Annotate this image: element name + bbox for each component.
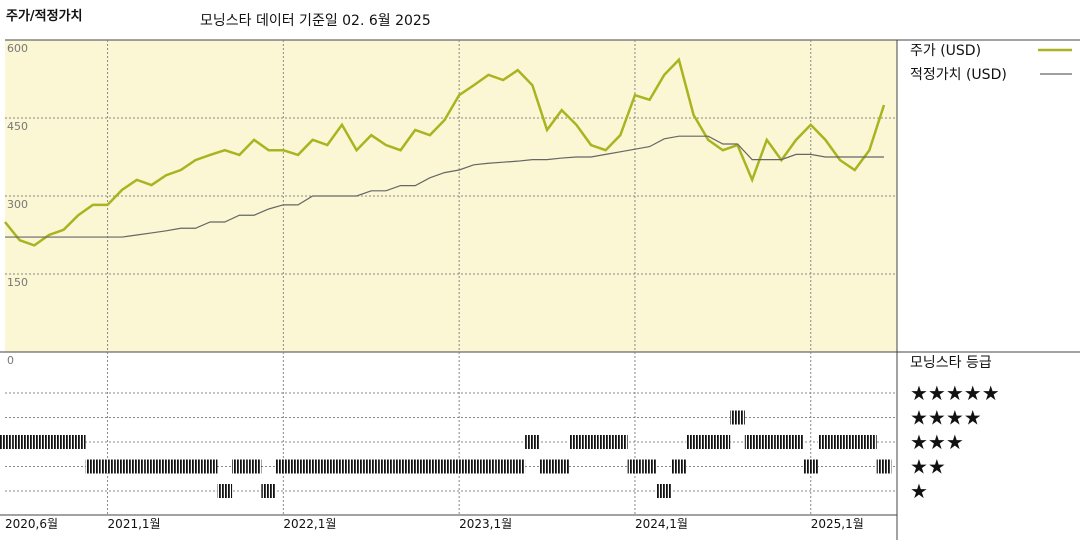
rating-bar [70,435,86,449]
rating-bar [525,435,540,449]
rating-bar [671,459,687,474]
rating-bar [730,410,745,425]
x-tick-label: 2020,6월 [5,517,58,531]
rating-bar [114,459,130,474]
y-tick-label: 150 [7,276,28,289]
rating-bar [583,435,599,449]
rating-bar [0,435,13,449]
rating-bar [642,459,657,474]
y-tick-label: 0 [7,354,14,367]
rating-bar [129,459,145,474]
rating-bar [246,459,262,474]
rating-bar [510,459,526,474]
rating-bar [803,459,819,474]
x-tick-label: 2022,1월 [283,517,336,531]
rating-bar [832,435,848,449]
rating-bar [393,459,408,474]
rating-bar [554,459,570,474]
rating-bar [539,459,555,474]
rating-bar [876,459,892,474]
rating-bar [363,459,379,474]
rating-bar [85,459,101,474]
rating-bar [715,435,731,449]
rating-bar [744,435,760,449]
rating-bar [378,459,394,474]
rating-bar [100,459,115,474]
y-tick-label: 450 [7,120,28,133]
series-line [4,57,886,247]
rating-bar [407,459,423,474]
x-tick-label: 2024,1월 [635,517,688,531]
rating-bar [466,459,482,474]
rating-bar [569,435,584,449]
rating-bar [788,435,804,449]
rating-level-label: ★★★★ [910,406,982,430]
rating-bar [232,459,247,474]
rating-bar [41,435,57,449]
rating-bar [349,459,364,474]
x-tick-label: 2021,1월 [108,517,161,531]
rating-bar [290,459,306,474]
legend-label: 주가 (USD) [910,43,981,59]
rating-bar [437,459,452,474]
series-line [5,135,884,238]
x-tick-label: 2025,1월 [811,517,864,531]
rating-level-label: ★★★★★ [910,381,1000,405]
rating-bar [188,459,203,474]
y-tick-label: 300 [7,198,28,211]
rating-bar [422,459,438,474]
rating-title: 모닝스타 등급 [910,355,992,371]
rating-bar [451,459,467,474]
rating-bar [202,459,218,474]
rating-bar [656,484,672,498]
chart-subtitle: 모닝스타 데이터 기준일 02. 6월 2025 [200,13,431,29]
rating-bar [305,459,320,474]
rating-bar [847,435,863,449]
rating-bar [144,459,159,474]
rating-bar [686,435,701,449]
rating-bar [158,459,174,474]
rating-bar [627,459,643,474]
rating-bar [26,435,42,449]
rating-bar [612,435,628,449]
x-tick-label: 2023,1월 [459,517,512,531]
rating-bar [173,459,189,474]
rating-bar [334,459,350,474]
rating-bar [276,459,291,474]
rating-bar [217,484,233,498]
rating-bar [598,435,613,449]
legend-label: 적정가치 (USD) [910,67,1007,83]
rating-level-label: ★★ [910,455,946,479]
rating-bar [12,435,27,449]
rating-bar [818,435,833,449]
rating-bar [759,435,775,449]
rating-bar [56,435,71,449]
rating-bar [481,459,496,474]
rating-bar [862,435,877,449]
chart-title: 주가/적정가치 [6,8,83,24]
rating-bar [700,435,716,449]
rating-bar [261,484,277,498]
rating-bar [495,459,511,474]
rating-bar [774,435,789,449]
rating-bar [319,459,335,474]
y-tick-label: 600 [7,42,28,55]
rating-level-label: ★ [910,479,928,503]
rating-level-label: ★★★ [910,430,964,454]
